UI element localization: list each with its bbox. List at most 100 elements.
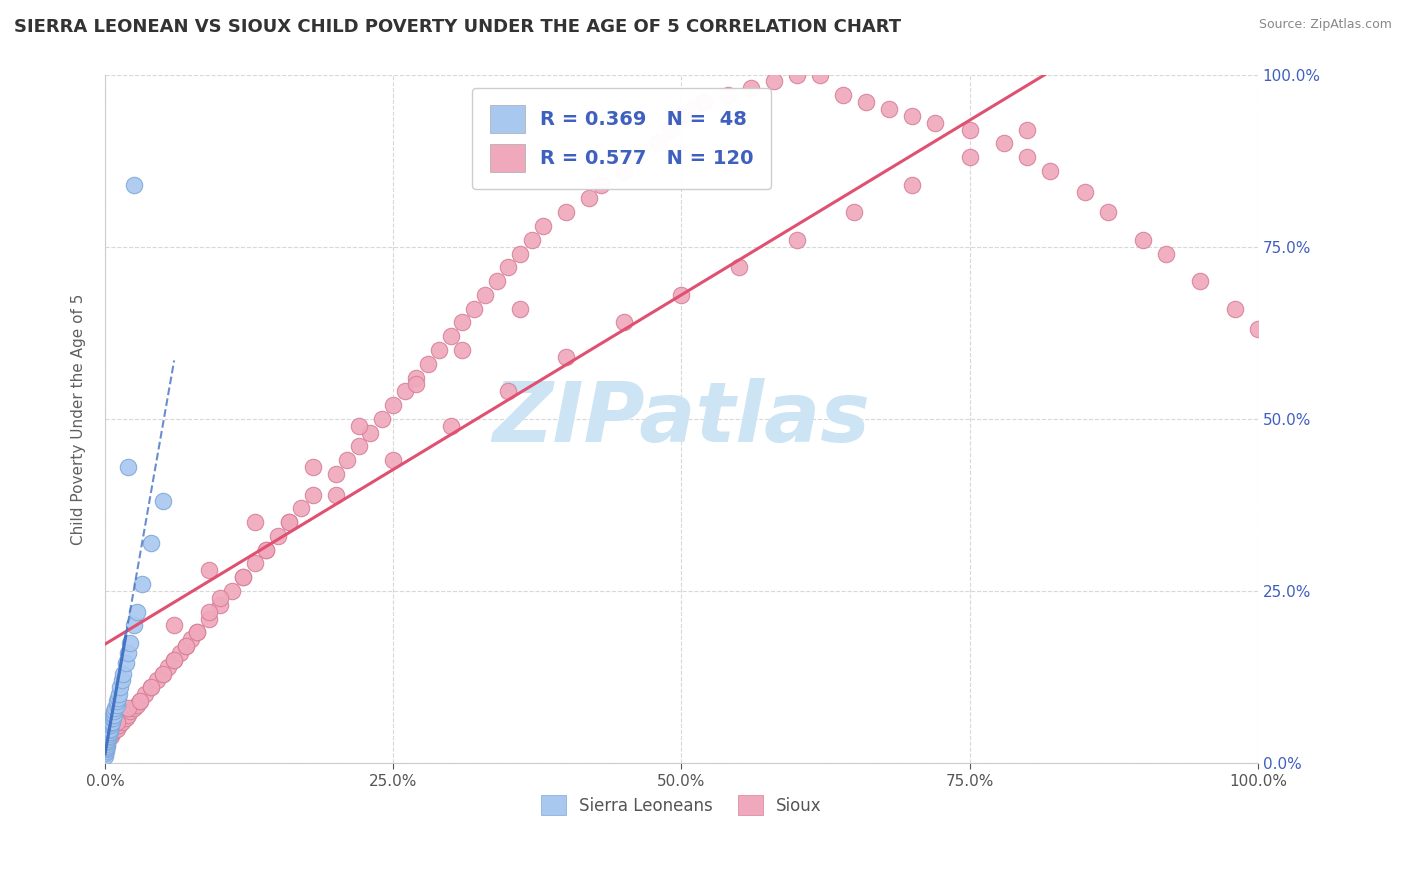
Text: SIERRA LEONEAN VS SIOUX CHILD POVERTY UNDER THE AGE OF 5 CORRELATION CHART: SIERRA LEONEAN VS SIOUX CHILD POVERTY UN…	[14, 18, 901, 36]
Point	[209, 591, 232, 605]
Point	[209, 598, 232, 612]
Point	[105, 722, 128, 736]
Point	[174, 639, 197, 653]
Point	[405, 370, 427, 384]
Point	[163, 618, 186, 632]
Point	[128, 694, 150, 708]
Point	[101, 707, 124, 722]
Point	[101, 725, 124, 739]
Point	[94, 744, 117, 758]
Point	[347, 418, 370, 433]
Point	[120, 635, 142, 649]
Point	[157, 659, 180, 673]
Point	[152, 666, 174, 681]
Point	[111, 714, 134, 729]
Point	[221, 584, 243, 599]
Point	[100, 716, 122, 731]
Point	[100, 714, 122, 729]
Point	[232, 570, 254, 584]
Point	[169, 646, 191, 660]
Point	[96, 734, 118, 748]
Point	[100, 729, 122, 743]
Point	[278, 515, 301, 529]
Point	[290, 501, 312, 516]
Point	[831, 88, 853, 103]
Point	[117, 646, 139, 660]
Point	[451, 343, 474, 357]
Point	[197, 563, 219, 577]
Point	[114, 657, 136, 671]
Point	[382, 453, 405, 467]
Point	[382, 398, 405, 412]
Point	[105, 698, 128, 712]
Point	[613, 164, 636, 178]
Point	[152, 494, 174, 508]
Point	[108, 718, 131, 732]
Point	[94, 739, 117, 753]
Point	[254, 542, 277, 557]
Point	[498, 260, 520, 275]
Point	[509, 301, 531, 316]
Point	[1247, 322, 1270, 336]
Point	[474, 288, 496, 302]
Point	[101, 711, 124, 725]
Point	[117, 460, 139, 475]
Point	[693, 95, 716, 109]
Point	[716, 88, 738, 103]
Point	[325, 487, 347, 501]
Point	[96, 735, 118, 749]
Point	[101, 714, 124, 729]
Point	[94, 746, 117, 760]
Point	[101, 711, 124, 725]
Point	[197, 605, 219, 619]
Point	[336, 453, 359, 467]
Point	[1223, 301, 1246, 316]
Point	[152, 666, 174, 681]
Point	[498, 384, 520, 399]
Point	[96, 739, 118, 753]
Point	[855, 95, 877, 109]
Point	[114, 711, 136, 725]
Point	[103, 723, 125, 737]
Point	[94, 742, 117, 756]
Point	[146, 673, 169, 688]
Text: ZIPatlas: ZIPatlas	[492, 378, 870, 459]
Point	[786, 233, 808, 247]
Point	[624, 150, 647, 164]
Point	[370, 412, 392, 426]
Point	[97, 732, 120, 747]
Point	[740, 81, 762, 95]
Point	[117, 701, 139, 715]
Point	[139, 535, 162, 549]
Point	[97, 729, 120, 743]
Point	[416, 357, 439, 371]
Point	[128, 694, 150, 708]
Point	[197, 611, 219, 625]
Point	[808, 68, 831, 82]
Point	[578, 191, 600, 205]
Point	[301, 460, 323, 475]
Point	[107, 690, 129, 705]
Point	[555, 205, 578, 219]
Point	[105, 714, 128, 729]
Point	[267, 529, 290, 543]
Point	[901, 109, 924, 123]
Point	[139, 681, 162, 695]
Point	[103, 707, 125, 722]
Point	[440, 418, 463, 433]
Point	[993, 136, 1015, 151]
Point	[243, 515, 266, 529]
Point	[394, 384, 416, 399]
Point	[94, 741, 117, 756]
Point	[359, 425, 381, 440]
Point	[728, 260, 751, 275]
Point	[405, 377, 427, 392]
Point	[94, 749, 117, 764]
Point	[924, 116, 946, 130]
Point	[959, 150, 981, 164]
Point	[139, 681, 162, 695]
Point	[103, 705, 125, 719]
Point	[844, 205, 866, 219]
Point	[94, 739, 117, 753]
Point	[485, 274, 508, 288]
